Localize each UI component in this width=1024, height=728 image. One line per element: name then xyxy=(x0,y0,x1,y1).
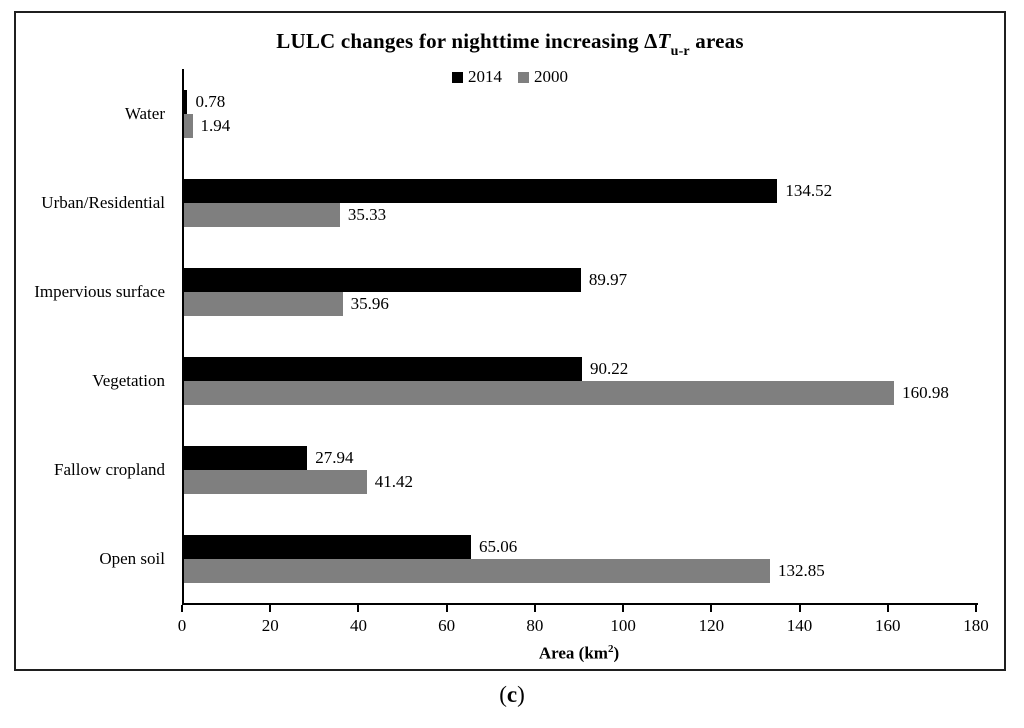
legend-swatch-icon xyxy=(518,71,529,83)
x-tick-mark xyxy=(622,605,625,612)
bar-row: 65.06 xyxy=(184,534,978,559)
x-tick-label: 60 xyxy=(438,616,456,635)
caption-paren-close: ) xyxy=(517,682,525,707)
bar-group: 90.22 160.98 xyxy=(184,336,978,425)
bar-2014 xyxy=(184,178,778,203)
legend-label: 2014 xyxy=(468,67,502,86)
x-tick-mark xyxy=(181,605,183,612)
bar-group: 89.97 35.96 xyxy=(184,247,978,336)
x-tick-mark xyxy=(975,605,977,612)
bar-2014 xyxy=(184,89,188,114)
bar-2000 xyxy=(184,558,771,583)
bar-group: 0.78 1.94 xyxy=(184,69,978,158)
x-tick-label: 80 xyxy=(526,616,544,635)
bar-row: 0.78 xyxy=(184,89,978,114)
bar-row: 160.98 xyxy=(184,380,978,405)
bar-value-label: 41.42 xyxy=(374,471,413,491)
x-tick-mark xyxy=(357,605,360,612)
x-axis-title-prefix: Area (km xyxy=(538,643,608,663)
chart-title-subscript: u-r xyxy=(670,44,690,60)
category-label: Vegetation xyxy=(92,370,165,390)
x-tick-label: 40 xyxy=(349,616,367,635)
x-tick-label: 0 xyxy=(177,616,187,635)
chart-title: LULC changes for nighttime increasing ΔT… xyxy=(16,29,1004,60)
chart-title-prefix: LULC changes for nighttime increasing Δ xyxy=(276,29,658,53)
bar-value-label: 90.22 xyxy=(589,358,629,378)
x-tick-label: 20 xyxy=(261,616,279,635)
x-tick-mark xyxy=(886,605,889,612)
bar-row: 35.96 xyxy=(184,291,978,316)
bar-2000 xyxy=(184,202,340,227)
x-tick-label: 120 xyxy=(698,616,725,635)
x-tick-label: 180 xyxy=(963,616,989,635)
caption-paren-open: ( xyxy=(499,682,507,707)
bar-2000 xyxy=(184,291,343,316)
category-label: Open soil xyxy=(99,548,165,568)
x-tick-mark xyxy=(710,605,713,612)
legend-swatch-icon xyxy=(452,71,463,83)
bar-group: 65.06 132.85 xyxy=(184,514,978,603)
legend-item: 2014 xyxy=(452,67,502,87)
x-tick-mark xyxy=(533,605,536,612)
figure-panel: LULC changes for nighttime increasing ΔT… xyxy=(14,11,1006,671)
bar-row: 27.94 xyxy=(184,445,978,470)
category-label: Fallow cropland xyxy=(54,459,165,479)
legend: 2014 2000 xyxy=(16,67,1004,87)
caption-letter: c xyxy=(506,682,518,707)
bar-value-label: 27.94 xyxy=(315,447,354,467)
bar-value-label: 0.78 xyxy=(195,91,226,111)
chart-title-suffix: areas xyxy=(689,29,744,53)
bar-value-label: 65.06 xyxy=(478,536,518,556)
bar-row: 35.33 xyxy=(184,202,978,227)
bar-2014 xyxy=(184,267,581,292)
figure-caption: (c) xyxy=(0,682,1024,708)
bar-group: 134.52 35.33 xyxy=(184,158,978,247)
bar-value-label: 1.94 xyxy=(200,115,231,135)
chart-title-symbol: T xyxy=(657,29,671,53)
bar-value-label: 35.96 xyxy=(350,293,389,313)
bar-row: 1.94 xyxy=(184,113,978,138)
bar-row: 41.42 xyxy=(184,469,978,494)
bar-2014 xyxy=(184,445,308,470)
bar-row: 90.22 xyxy=(184,356,978,381)
bar-2000 xyxy=(184,113,193,138)
plot-bands: 0.78 1.94 134.52 35.33 89.97 35.96 90.22 160.98… xyxy=(182,69,978,605)
category-label: Water xyxy=(124,103,165,123)
bar-row: 132.85 xyxy=(184,558,978,583)
bar-2000 xyxy=(184,380,895,405)
x-axis-ticks: 0 20 40 60 80 100 120 140 160 180 xyxy=(178,605,989,643)
x-tick-mark xyxy=(445,605,448,612)
x-tick-mark xyxy=(798,605,801,612)
x-tick-label: 100 xyxy=(610,616,636,635)
bar-row: 89.97 xyxy=(184,267,978,292)
x-tick-mark xyxy=(269,605,272,612)
x-tick-label: 140 xyxy=(786,616,813,635)
category-labels: Water Urban/Residential Impervious surface… xyxy=(16,69,174,603)
x-axis-title-suffix: ) xyxy=(613,643,620,663)
category-label: Impervious surface xyxy=(34,281,165,301)
bar-value-label: 132.85 xyxy=(778,560,825,580)
bar-value-label: 160.98 xyxy=(902,382,949,402)
bar-2000 xyxy=(184,469,367,494)
bar-group: 27.94 41.42 xyxy=(184,425,978,514)
legend-label: 2000 xyxy=(534,67,568,86)
bar-value-label: 134.52 xyxy=(785,180,833,200)
category-label: Urban/Residential xyxy=(41,192,165,212)
bar-value-label: 35.33 xyxy=(347,204,387,224)
x-tick-label: 160 xyxy=(875,616,901,635)
bar-2014 xyxy=(184,356,582,381)
bar-row: 134.52 xyxy=(184,178,978,203)
x-axis-title: Area (km2) xyxy=(182,643,976,664)
bar-value-label: 89.97 xyxy=(588,269,628,289)
x-axis-title-sup: 2 xyxy=(607,643,614,655)
legend-item: 2000 xyxy=(518,67,568,87)
bar-2014 xyxy=(184,534,471,559)
